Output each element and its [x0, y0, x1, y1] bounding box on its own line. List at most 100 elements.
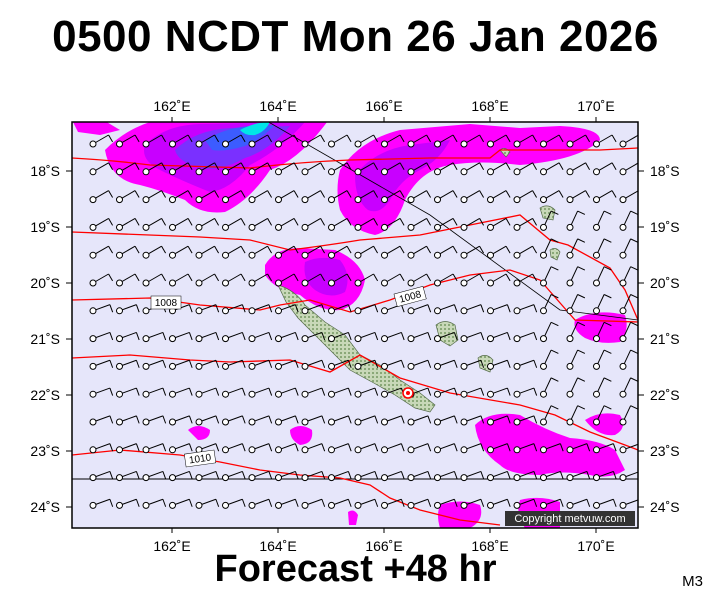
- wind-barb-station: [407, 362, 415, 370]
- wind-barb-flag: [480, 471, 485, 480]
- wind-barb-flag: [321, 443, 326, 452]
- wind-barb-flag: [321, 499, 326, 507]
- wind-barb-flag: [267, 134, 273, 143]
- wind-barb-station: [566, 335, 574, 343]
- wind-barb-flag: [640, 471, 643, 479]
- wind-barb-station: [142, 446, 150, 454]
- wind-barb-station: [354, 501, 362, 509]
- wind-barb-station: [487, 362, 494, 370]
- wind-barb-flag: [427, 360, 432, 368]
- wind-barb-flag: [532, 134, 538, 143]
- wind-barb-station: [434, 140, 441, 148]
- wind-barb-station: [195, 501, 203, 509]
- wind-barb-flag: [373, 162, 379, 170]
- wind-barb-station: [540, 446, 547, 454]
- wind-barb-flag: [214, 134, 220, 143]
- wind-barb-station: [566, 474, 574, 482]
- wind-barb-flag: [480, 304, 485, 313]
- wind-barb-flag: [505, 245, 511, 254]
- wind-barb-flag: [505, 162, 511, 170]
- wind-barb-flag: [268, 443, 273, 452]
- wind-barb-flag: [374, 387, 379, 396]
- wind-barb-station: [142, 335, 150, 343]
- wind-barb-flag: [586, 443, 591, 452]
- wind-barb-flag: [320, 245, 326, 254]
- wind-barb-station: [407, 279, 415, 287]
- lat-label-right-23: 23˚S: [650, 443, 680, 459]
- wind-barb-station: [354, 362, 362, 370]
- wind-barb-station: [381, 279, 388, 287]
- wind-barb-flag: [268, 304, 273, 313]
- wind-barb-flag: [108, 190, 114, 198]
- wind-barb-station: [169, 362, 176, 370]
- wind-barb-station: [275, 335, 282, 343]
- wind-barb-station: [619, 223, 627, 231]
- wind-barb-station: [301, 474, 309, 482]
- wind-barb-flag: [453, 332, 458, 341]
- lon-label-bottom-166: 166˚E: [365, 538, 402, 554]
- wind-barb-station: [222, 223, 229, 231]
- wind-barb-flag: [611, 134, 617, 143]
- wind-barb-station: [460, 335, 468, 343]
- wind-barb-flag: [188, 387, 193, 396]
- wind-barb-flag: [241, 304, 246, 313]
- wind-barb-station: [301, 307, 309, 315]
- wind-barb-flag: [108, 273, 114, 282]
- wind-barb-station: [275, 362, 282, 370]
- wind-barb-station: [407, 446, 415, 454]
- wind-barb-station: [275, 140, 282, 148]
- wind-barb-station: [460, 223, 468, 231]
- lon-label-top-166: 166˚E: [365, 98, 402, 114]
- wind-barb-station: [619, 390, 627, 398]
- wind-barb-station: [593, 474, 600, 482]
- wind-barb-station: [328, 474, 335, 482]
- wind-barb-flag: [505, 273, 511, 282]
- wind-barb-flag: [346, 162, 352, 170]
- wind-barb-flag: [293, 134, 299, 143]
- wind-barb-station: [89, 390, 97, 398]
- wind-barb-station: [460, 196, 468, 204]
- wind-barb-flag: [135, 304, 140, 313]
- wind-barb-station: [593, 196, 600, 204]
- wind-barb-station: [301, 418, 309, 426]
- wind-barb-station: [301, 362, 309, 370]
- wind-barb-flag: [241, 360, 246, 368]
- wind-barb-station: [142, 501, 150, 509]
- wind-barb-flag: [346, 218, 352, 226]
- wind-barb-station: [195, 362, 203, 370]
- wind-barb-station: [116, 362, 123, 370]
- wind-barb-flag: [640, 499, 643, 507]
- wind-barb-station: [381, 474, 388, 482]
- wind-barb-station: [619, 196, 627, 204]
- wind-barb-station: [116, 140, 123, 148]
- wind-barb-station: [169, 446, 176, 454]
- wind-barb-station: [222, 362, 229, 370]
- wind-barb-flag: [427, 415, 432, 424]
- wind-barb-station: [195, 307, 203, 315]
- wind-barb-station: [487, 140, 494, 148]
- wind-barb-flag: [241, 443, 246, 452]
- wind-barb-flag: [135, 499, 140, 507]
- wind-barb-station: [354, 251, 362, 259]
- wind-barb-flag: [161, 162, 167, 170]
- wind-barb-station: [434, 501, 441, 509]
- wind-barb-flag: [603, 405, 612, 410]
- wind-barb-flag: [532, 245, 538, 254]
- wind-barb-station: [301, 251, 309, 259]
- wind-barb-station: [381, 251, 388, 259]
- wind-barb-flag: [452, 162, 458, 170]
- wind-barb-flag: [639, 163, 643, 170]
- wind-barb-station: [116, 196, 123, 204]
- wind-barb-station: [513, 446, 521, 454]
- wind-barb-flag: [187, 245, 193, 254]
- wind-barb-flag: [374, 499, 379, 507]
- wind-barb-station: [460, 362, 468, 370]
- wind-barb-flag: [506, 415, 511, 424]
- wind-barb-station: [89, 418, 97, 426]
- wind-barb-flag: [612, 471, 617, 480]
- wind-barb-station: [275, 501, 282, 509]
- wind-barb-station: [116, 446, 123, 454]
- wind-barb-flag: [346, 134, 352, 143]
- wind-barb-flag: [240, 273, 246, 282]
